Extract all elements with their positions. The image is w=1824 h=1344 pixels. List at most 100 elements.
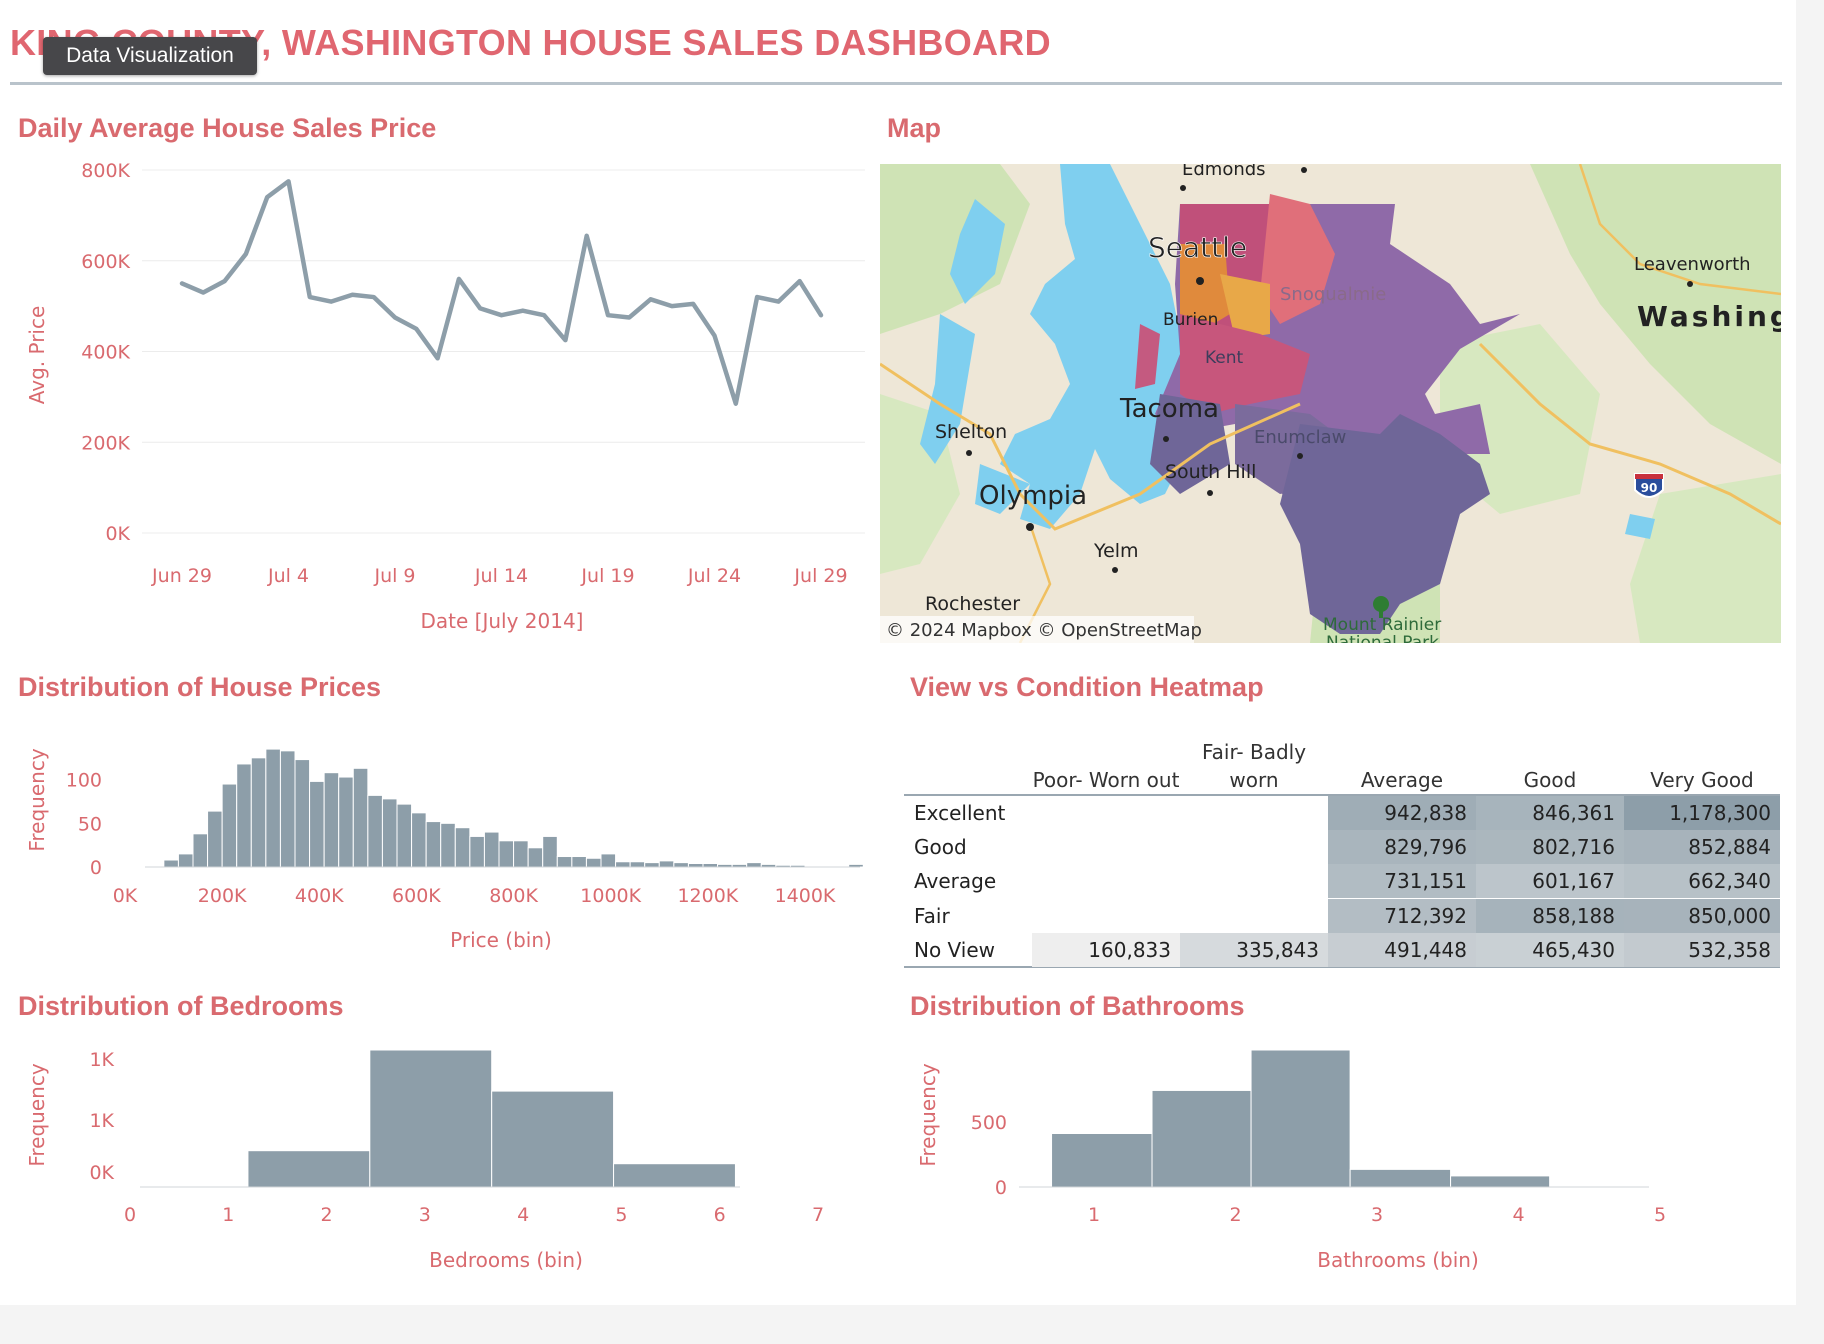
heatmap-cell[interactable]: 802,716 (1476, 830, 1624, 865)
map-city-dot (1112, 567, 1118, 573)
price-bar (250, 757, 267, 868)
map-label-snoqualmie: Snoqualmie (1280, 284, 1386, 305)
price-bar (513, 840, 529, 868)
heatmap-cell[interactable] (1180, 830, 1328, 864)
heatmap-cell[interactable]: 335,843 (1180, 932, 1328, 967)
x-tick-label: Jul 14 (474, 565, 528, 587)
x-tick-label: 1 (1088, 1204, 1100, 1226)
map-city-dot (1026, 523, 1034, 531)
map-canvas[interactable]: Edmonds Seattle Leavenworth Washington S… (880, 164, 1781, 643)
heatmap-cell[interactable]: 858,188 (1476, 898, 1624, 933)
x-tick-label: Jul 29 (793, 565, 847, 587)
heatmap-cell[interactable] (1180, 899, 1328, 933)
map-region-vashon[interactable] (1135, 324, 1160, 389)
map-terrain (1530, 164, 1781, 464)
price-bar (687, 863, 704, 868)
title-divider (10, 82, 1782, 85)
y-axis-title: Frequency (916, 1063, 940, 1166)
heatmap-cell[interactable]: 731,151 (1328, 864, 1476, 899)
map-city-dot (1196, 277, 1204, 285)
price-bar (571, 856, 587, 868)
heatmap-cell[interactable]: 829,796 (1328, 830, 1476, 865)
view-condition-heatmap[interactable]: Poor- Worn out Fair- Badly worn Average … (904, 730, 1780, 968)
heatmap-cell[interactable]: 662,340 (1624, 864, 1780, 899)
x-tick-label: 2 (321, 1204, 333, 1226)
heatmap-cell[interactable]: 465,430 (1476, 932, 1624, 967)
bathroom-bar (1250, 1049, 1351, 1188)
map-road (1578, 164, 1781, 296)
price-bar (658, 860, 675, 868)
x-axis-title: Date [July 2014] (421, 609, 584, 633)
map-water (1625, 514, 1655, 539)
heatmap-row-label: Good (914, 835, 967, 860)
price-bar (556, 856, 573, 868)
map-region-seattle-core[interactable] (1180, 244, 1230, 329)
map-region-bellevue[interactable] (1220, 274, 1270, 339)
y-tick-label: 400K (81, 342, 130, 364)
map-attribution[interactable]: © 2024 Mapbox © OpenStreetMap (886, 620, 1202, 641)
tooltip-data-visualization: Data Visualization (43, 37, 257, 75)
heatmap-col-header: Fair- Badly worn (1180, 730, 1328, 794)
y-tick-label: 0 (90, 857, 102, 879)
heatmap-cell[interactable] (1032, 864, 1180, 898)
heatmap-cell[interactable]: 491,448 (1328, 932, 1476, 967)
y-tick-label: 500 (971, 1112, 1007, 1134)
heatmap-cell[interactable]: 850,000 (1624, 898, 1780, 933)
map-region-kent[interactable] (1150, 394, 1230, 494)
heatmap-row-label: No View (914, 937, 996, 962)
bathroom-bar (1450, 1175, 1551, 1188)
x-tick-label: 6 (714, 1204, 726, 1226)
heatmap-cell[interactable] (1032, 899, 1180, 933)
x-tick-label: Jun 29 (151, 565, 212, 587)
map-label-leavenworth: Leavenworth (1634, 254, 1751, 275)
price-bar (585, 857, 602, 868)
x-axis-title: Price (bin) (450, 928, 552, 952)
map-label-washington: Washington (1637, 300, 1781, 333)
map-region-northeast[interactable] (1260, 194, 1335, 324)
price-bar (265, 748, 281, 868)
heatmap-cell[interactable]: 852,884 (1624, 830, 1780, 865)
map-label-yelm: Yelm (1093, 540, 1139, 562)
price-bar (177, 853, 194, 868)
heatmap-cell[interactable]: 160,833 (1032, 932, 1180, 967)
heatmap-cell[interactable]: 601,167 (1476, 864, 1624, 899)
daily-price-line-chart[interactable]: 0K 200K 400K 600K 800K Jun 29 Jul 4 Jul 9 Jul 14… (0, 150, 880, 640)
price-bar (498, 840, 515, 868)
bathrooms-histogram[interactable]: 0 500 1 2 3 4 5 Bathrooms (bin) Frequency (904, 1030, 1784, 1280)
heatmap-cell[interactable] (1032, 830, 1180, 864)
heatmap-row: No View 160,833 335,843 491,448 465,430 532,3… (904, 932, 1780, 967)
map-label-national-park: National Park (1326, 633, 1439, 643)
map-region-mid[interactable] (1180, 314, 1310, 414)
heatmap-cell[interactable] (1180, 864, 1328, 898)
bedrooms-histogram[interactable]: 0K 1K 1K 0 1 2 3 4 5 6 7 Bedrooms (bin) Frequency (0, 1030, 880, 1280)
y-tick-label: 50 (78, 813, 102, 835)
map-label-shelton: Shelton (935, 421, 1007, 443)
map-city-dot (1687, 281, 1693, 287)
bedroom-bar (247, 1150, 371, 1188)
map-label-rochester: Rochester (925, 593, 1020, 615)
y-tick-label: 200K (81, 432, 130, 454)
bedrooms-distribution-title: Distribution of Bedrooms (18, 991, 344, 1021)
x-tick-label: 600K (392, 885, 441, 907)
heatmap-cell[interactable]: 846,361 (1476, 796, 1624, 830)
highway-shield-top (1635, 474, 1663, 479)
heatmap-cell[interactable]: 942,838 (1328, 796, 1476, 830)
heatmap-cell[interactable]: 1,178,300 (1624, 796, 1780, 830)
heatmap-cell[interactable] (1180, 796, 1328, 830)
bathroom-bar (1349, 1168, 1452, 1188)
price-bar (381, 798, 398, 868)
heatmap-cell[interactable] (1032, 796, 1180, 830)
price-bar (440, 822, 456, 868)
x-tick-label: 3 (1371, 1204, 1383, 1226)
map-label-tacoma: Tacoma (1119, 394, 1219, 424)
price-bar (323, 772, 340, 868)
map-city-dot (966, 450, 972, 456)
y-tick-label: 0 (995, 1177, 1007, 1199)
sales-map[interactable]: Edmonds Seattle Leavenworth Washington S… (880, 164, 1781, 643)
map-region-southeast[interactable] (1280, 414, 1490, 634)
park-tree-trunk (1379, 610, 1383, 618)
x-tick-label: Jul 19 (580, 565, 634, 587)
heatmap-cell[interactable]: 712,392 (1328, 898, 1476, 933)
heatmap-cell[interactable]: 532,358 (1624, 932, 1780, 967)
